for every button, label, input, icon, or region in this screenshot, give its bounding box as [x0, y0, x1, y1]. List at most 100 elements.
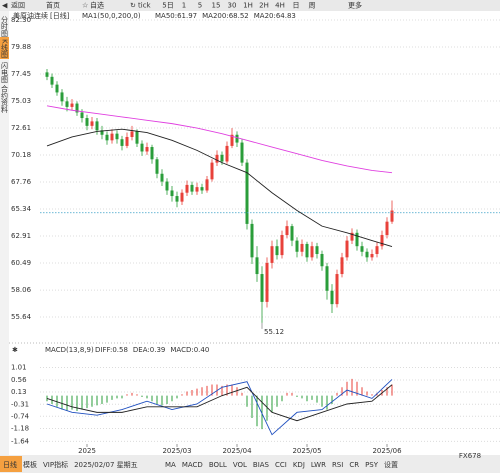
period-tab[interactable]: 2H: [259, 2, 269, 10]
sidebar-tab[interactable]: K线图: [1, 39, 9, 59]
candle-body: [335, 274, 339, 305]
indicator-tab[interactable]: KDJ: [293, 461, 305, 469]
candle-body: [270, 246, 274, 263]
candle-body: [190, 184, 194, 192]
indicator-tab[interactable]: BOLL: [209, 461, 227, 469]
y-tick-label: 67.76: [11, 178, 32, 186]
candle-body: [125, 136, 129, 146]
candle-body: [235, 134, 239, 143]
watchlist-button[interactable]: 自选: [90, 1, 104, 10]
legend-entry: MACD:0.40: [170, 346, 209, 354]
candle-body: [240, 142, 244, 163]
x-tick-label: 2025: [78, 447, 96, 455]
indicator-tab[interactable]: CR: [349, 461, 359, 469]
candle-body: [155, 159, 159, 174]
indicator-tab[interactable]: MA: [165, 461, 176, 469]
macd-title: MACD(13,8,9): [45, 346, 94, 354]
candle-body: [115, 133, 119, 140]
period-tab[interactable]: 5: [198, 2, 202, 10]
y-tick-label: 65.34: [11, 205, 32, 213]
back-button[interactable]: 返回: [11, 2, 25, 10]
candle-body: [300, 243, 304, 252]
indicator-tab[interactable]: VOL: [233, 461, 247, 469]
sidebar-tab[interactable]: 合约资料: [1, 84, 9, 114]
y-tick-label: 82.30: [11, 16, 31, 24]
period-tab[interactable]: 5日: [162, 2, 173, 10]
period-tab[interactable]: 日: [293, 2, 300, 10]
period-tab[interactable]: 1H: [243, 2, 253, 10]
cursor-date: 2025/02/07 星期五: [74, 461, 138, 469]
candle-body: [65, 101, 69, 107]
candle-body: [255, 257, 259, 275]
candle-body: [290, 226, 294, 241]
candle-body: [120, 139, 124, 146]
legend-entry: DEA:0.39: [133, 346, 165, 354]
period-tab[interactable]: 1: [182, 2, 186, 10]
period-tab[interactable]: 周: [309, 2, 316, 10]
candle-body: [245, 162, 249, 224]
candle-body: [265, 262, 269, 302]
indicator-tab[interactable]: MACD: [182, 461, 203, 469]
candle-body: [105, 134, 109, 141]
indicator-line: [46, 384, 393, 422]
indicator-tab[interactable]: BIAS: [253, 461, 270, 469]
candle-body: [220, 154, 224, 162]
candle-body: [60, 92, 64, 102]
indicator-line: [46, 128, 393, 247]
y-tick-label: 0.56: [11, 376, 27, 384]
y-tick-label: -1.18: [11, 425, 29, 433]
candle-body: [195, 187, 199, 192]
y-tick-label: 0.13: [11, 388, 27, 396]
y-tick-label: 58.06: [11, 286, 32, 294]
y-tick-label: 1.01: [11, 363, 27, 371]
y-tick-label: 62.91: [11, 232, 31, 240]
indicator-tab[interactable]: CCI: [275, 461, 287, 469]
candle-body: [130, 131, 134, 137]
candle-body: [135, 131, 139, 144]
candle-body: [305, 243, 309, 258]
candle-body: [325, 266, 329, 291]
candle-body: [260, 274, 264, 302]
indicator-label: MA1(50,0,200,0): [82, 12, 141, 20]
more-button[interactable]: 更多: [348, 1, 362, 10]
candle-body: [150, 147, 154, 160]
active-tab-bg: [0, 37, 9, 59]
indicator-tab[interactable]: RSI: [332, 461, 343, 469]
indicator-line: [46, 105, 393, 174]
x-tick-label: 2025/06: [372, 447, 402, 455]
y-tick-label: -0.31: [11, 400, 29, 408]
candle-body: [95, 121, 99, 131]
candle-body: [390, 210, 394, 222]
indicator-tab[interactable]: 设置: [384, 460, 398, 469]
period-tab[interactable]: 15: [212, 2, 221, 10]
y-tick-label: 72.61: [11, 124, 31, 132]
candle-body: [365, 251, 369, 258]
bottom-tab[interactable]: VIP指标: [43, 460, 68, 469]
tick-button[interactable]: tick: [138, 2, 152, 10]
candle-body: [50, 76, 54, 85]
back-icon: ◀: [2, 2, 8, 10]
y-tick-label: -1.64: [11, 437, 30, 445]
candle-body: [110, 133, 114, 141]
sidebar-tab[interactable]: 分时图: [1, 15, 9, 38]
period-tab[interactable]: 30: [228, 2, 237, 10]
indicator-tab[interactable]: PSY: [365, 461, 379, 469]
period-tab[interactable]: 4H: [275, 2, 285, 10]
sidebar-tab[interactable]: 闪电图: [1, 61, 9, 84]
candle-body: [85, 118, 89, 126]
candle-body: [75, 103, 79, 113]
candle-body: [145, 147, 149, 152]
candle-body: [160, 173, 164, 182]
candle-body: [185, 184, 189, 193]
bottom-tab[interactable]: 模板: [23, 460, 37, 469]
candle-body: [295, 240, 299, 252]
home-button[interactable]: 首页: [46, 1, 60, 10]
period-tag: [日线]: [50, 11, 70, 20]
indicator-tab[interactable]: LWR: [311, 461, 326, 469]
legend-entry: DIFF:0.58: [95, 346, 128, 354]
candle-body: [45, 72, 49, 77]
candle-body: [90, 121, 94, 126]
bottom-tab[interactable]: 日线: [3, 460, 17, 469]
